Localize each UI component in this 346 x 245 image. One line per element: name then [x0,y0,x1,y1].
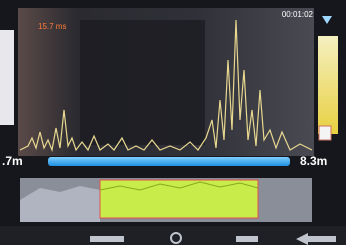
device-screen: 15.7 ms 00:01:02 .7m 8.3m [0,0,346,245]
menu-button[interactable] [236,236,258,242]
level-bar [318,36,338,134]
toolbar-button[interactable] [90,236,124,242]
clock: 00:01:02 [282,10,314,19]
level-handle[interactable] [319,126,331,140]
screen-reflection [80,20,205,145]
range-slider[interactable] [48,157,290,166]
range-end: 8.3m [300,154,327,168]
overview-window[interactable] [100,180,258,218]
left-panel [0,30,14,125]
range-start: .7m [2,154,23,168]
trace-label: 15.7 ms [38,22,66,31]
